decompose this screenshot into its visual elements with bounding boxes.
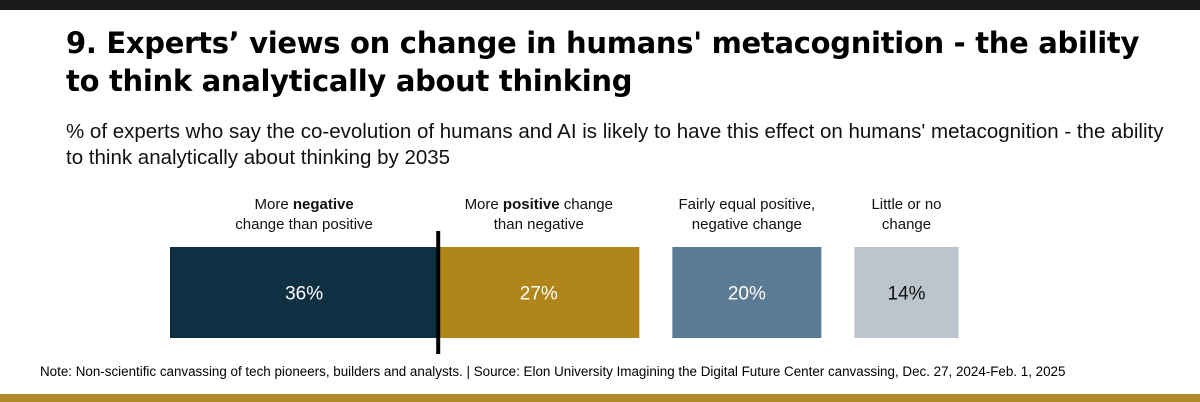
chart-subtitle: % of experts who say the co-evolution of… [66, 120, 1164, 169]
value-label-more-negative: 36% [285, 284, 323, 305]
category-label-little-or-no: Little or no [871, 196, 941, 213]
value-label-more-positive: 27% [520, 284, 558, 305]
category-label-more-negative: More negative [254, 196, 353, 213]
category-label-fairly-equal: negative change [692, 216, 802, 233]
bar-little-or-no [854, 247, 959, 338]
category-label-more-negative: change than positive [235, 216, 373, 233]
category-label-more-positive: More positive change [465, 196, 613, 213]
category-label-little-or-no: change [882, 216, 931, 233]
bottom-accent-band [0, 394, 1200, 402]
bar-more-negative [170, 247, 439, 338]
bar-fairly-equal [672, 247, 822, 338]
source-note: Note: Non-scientific canvassing of tech … [40, 364, 1066, 379]
value-label-little-or-no: 14% [887, 284, 925, 305]
category-label-fairly-equal: Fairly equal positive, [678, 196, 815, 213]
top-accent-band [0, 0, 1200, 10]
chart-title: 9. Experts’ views on change in humans' m… [66, 26, 1140, 98]
bar-more-positive [438, 247, 640, 338]
value-label-fairly-equal: 20% [728, 284, 766, 305]
category-label-more-positive: than negative [494, 216, 584, 233]
